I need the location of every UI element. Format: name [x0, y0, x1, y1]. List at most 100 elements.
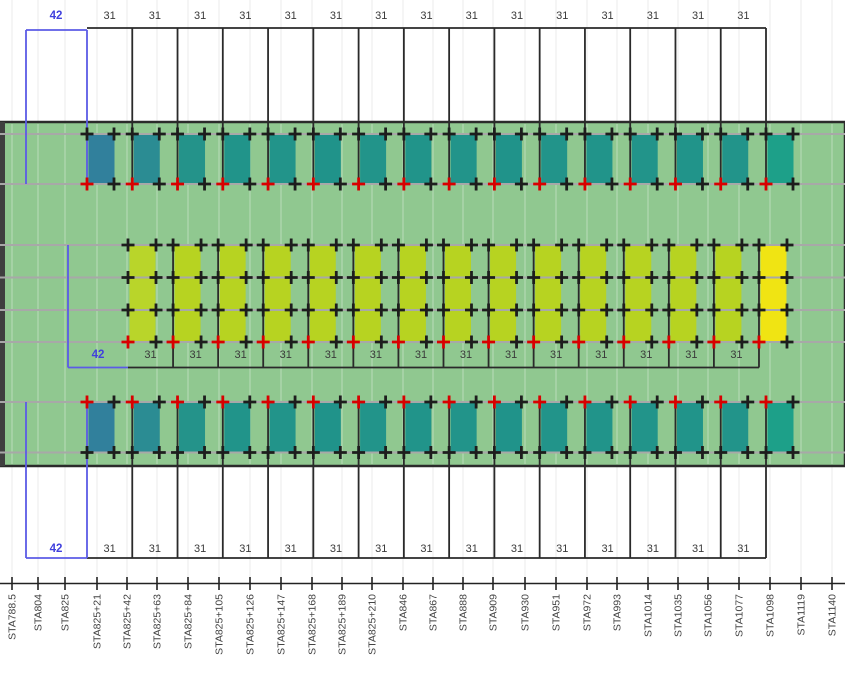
- corner-marker: [600, 238, 614, 252]
- corner-marker: [527, 303, 541, 317]
- corner-marker: [555, 335, 569, 349]
- corner-marker: [419, 303, 433, 317]
- station-label: STA825+189: [337, 594, 349, 655]
- corner-marker: [560, 446, 574, 459]
- station-label: STA788.5: [7, 594, 19, 640]
- corner-marker: [352, 127, 366, 141]
- dimension-label-31: 31: [239, 10, 251, 22]
- corner-marker: [605, 177, 619, 191]
- corner-marker: [243, 177, 257, 191]
- corner-marker: [152, 395, 166, 409]
- corner-marker-red: [216, 395, 230, 409]
- corner-marker: [510, 335, 524, 349]
- corner-marker: [352, 446, 366, 459]
- corner-marker: [216, 446, 230, 459]
- corner-marker: [650, 127, 664, 141]
- corner-marker-red: [121, 335, 135, 349]
- corner-marker: [650, 395, 664, 409]
- corner-marker: [107, 177, 121, 191]
- corner-marker: [555, 271, 569, 284]
- corner-marker: [397, 446, 411, 459]
- corner-marker-red: [487, 177, 501, 191]
- corner-marker-red: [211, 335, 225, 349]
- dimension-label-31: 31: [104, 543, 116, 555]
- dimension-label-42: 42: [50, 10, 63, 22]
- deck-panel-middle: [670, 245, 697, 342]
- corner-marker-red: [759, 177, 773, 191]
- corner-marker: [198, 177, 212, 191]
- corner-marker: [288, 446, 302, 459]
- deck-panel-bottom: [314, 403, 341, 452]
- corner-marker: [346, 238, 360, 252]
- station-label: STA1098: [765, 594, 777, 637]
- corner-marker: [780, 303, 794, 317]
- dimension-label-31: 31: [550, 349, 562, 361]
- dimension-label-31: 31: [685, 349, 697, 361]
- corner-marker: [288, 127, 302, 141]
- dimension-label-31: 31: [466, 543, 478, 555]
- corner-marker: [239, 238, 253, 252]
- deck-panel-middle: [760, 245, 787, 342]
- corner-marker: [786, 127, 800, 141]
- corner-marker: [662, 271, 676, 284]
- deck-panel-bottom: [179, 403, 206, 452]
- corner-marker: [707, 238, 721, 252]
- corner-marker-red: [572, 335, 586, 349]
- corner-marker: [780, 271, 794, 284]
- deck-panel-top: [676, 135, 703, 184]
- deck-panel-middle: [399, 245, 426, 342]
- dimension-label-31: 31: [420, 543, 432, 555]
- corner-marker: [125, 446, 139, 459]
- corner-marker: [424, 177, 438, 191]
- corner-marker: [690, 303, 704, 317]
- corner-marker-red: [482, 335, 496, 349]
- corner-marker: [464, 335, 478, 349]
- corner-marker: [397, 127, 411, 141]
- dimension-label-31: 31: [511, 543, 523, 555]
- corner-marker: [780, 335, 794, 349]
- deck-panel-middle: [219, 245, 246, 342]
- corner-marker: [198, 395, 212, 409]
- corner-marker-red: [442, 177, 456, 191]
- corner-marker-red: [714, 177, 728, 191]
- corner-marker-red: [533, 395, 547, 409]
- corner-marker: [243, 446, 257, 459]
- corner-marker: [464, 271, 478, 284]
- dimension-label-31: 31: [325, 349, 337, 361]
- corner-marker: [346, 271, 360, 284]
- corner-marker: [482, 238, 496, 252]
- corner-marker: [152, 177, 166, 191]
- deck-panel-bottom: [495, 403, 522, 452]
- corner-marker: [284, 303, 298, 317]
- deck-panel-top: [767, 135, 794, 184]
- corner-marker: [333, 127, 347, 141]
- corner-marker: [256, 238, 270, 252]
- corner-marker: [436, 303, 450, 317]
- dimension-label-31: 31: [556, 543, 568, 555]
- corner-marker-red: [617, 335, 631, 349]
- corner-marker: [482, 303, 496, 317]
- corner-marker: [605, 395, 619, 409]
- corner-marker: [436, 271, 450, 284]
- corner-marker: [152, 127, 166, 141]
- dimension-label-42: 42: [92, 349, 105, 361]
- dimension-label-31: 31: [601, 10, 613, 22]
- corner-marker: [301, 303, 315, 317]
- dimension-label-31: 31: [149, 10, 161, 22]
- station-label: STA888: [458, 594, 470, 631]
- corner-marker: [121, 238, 135, 252]
- corner-marker-red: [442, 395, 456, 409]
- corner-marker: [333, 395, 347, 409]
- corner-marker: [741, 446, 755, 459]
- corner-marker-red: [352, 177, 366, 191]
- corner-marker: [149, 335, 163, 349]
- corner-marker-red: [533, 177, 547, 191]
- corner-marker: [759, 127, 773, 141]
- deck-panel-middle: [625, 245, 652, 342]
- dimension-label-31: 31: [189, 349, 201, 361]
- station-label: STA867: [428, 594, 440, 631]
- dimension-label-31: 31: [280, 349, 292, 361]
- dimension-label-31: 31: [149, 543, 161, 555]
- corner-marker: [107, 395, 121, 409]
- deck-panel-top: [722, 135, 749, 184]
